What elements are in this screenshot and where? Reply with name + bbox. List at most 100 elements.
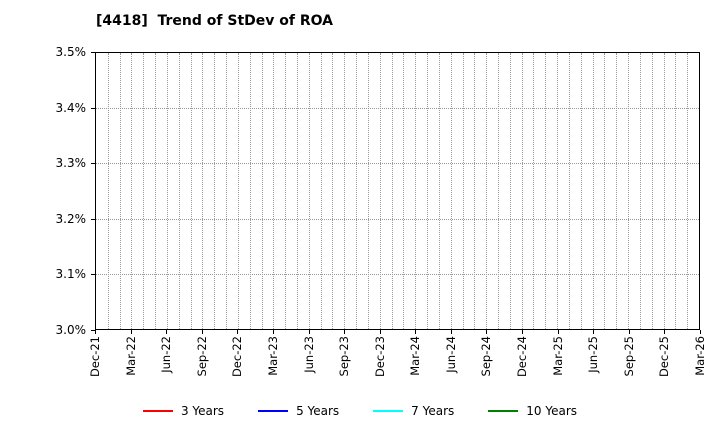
gridline-vertical bbox=[143, 53, 145, 329]
gridline-vertical bbox=[521, 53, 523, 329]
chart-title: [4418] Trend of StDev of ROA bbox=[96, 13, 333, 29]
gridline-vertical bbox=[663, 53, 665, 329]
gridline-vertical bbox=[438, 53, 440, 329]
x-tick-mark bbox=[380, 330, 381, 334]
y-tick-label: 3.5% bbox=[55, 45, 87, 59]
gridline-vertical bbox=[261, 53, 263, 329]
x-tick-label: Mar-22 bbox=[123, 336, 138, 376]
x-tick-mark bbox=[629, 330, 630, 334]
gridline-vertical bbox=[379, 53, 381, 329]
gridline-vertical bbox=[450, 53, 452, 329]
legend-label: 10 Years bbox=[526, 404, 578, 418]
legend-line-swatch bbox=[142, 410, 173, 412]
gridline-vertical bbox=[131, 53, 133, 329]
gridline-vertical bbox=[344, 53, 346, 329]
x-tick-label: Mar-24 bbox=[408, 336, 423, 376]
x-tick-label: Jun-22 bbox=[159, 336, 174, 373]
x-tick-mark bbox=[344, 330, 345, 334]
y-tick-mark bbox=[91, 330, 95, 331]
gridline-vertical bbox=[214, 53, 216, 329]
y-tick-mark bbox=[91, 108, 95, 109]
gridline-vertical bbox=[226, 53, 228, 329]
x-tick-label: Jun-25 bbox=[586, 336, 601, 373]
y-tick-mark bbox=[91, 52, 95, 53]
x-tick-label: Dec-22 bbox=[230, 336, 245, 378]
y-tick-label: 3.3% bbox=[55, 156, 87, 171]
gridline-vertical bbox=[190, 53, 192, 329]
gridline-vertical bbox=[628, 53, 630, 329]
gridline-horizontal bbox=[96, 163, 699, 165]
x-tick-mark bbox=[558, 330, 559, 334]
gridline-vertical bbox=[687, 53, 689, 329]
x-tick-mark bbox=[202, 330, 203, 334]
legend-item-5-years: 5 Years bbox=[258, 404, 339, 418]
legend-label: 5 Years bbox=[296, 404, 340, 418]
x-tick-mark bbox=[273, 330, 274, 334]
legend-label: 7 Years bbox=[411, 404, 455, 418]
y-tick-label: 3.1% bbox=[55, 267, 87, 282]
x-tick-label: Mar-23 bbox=[265, 336, 280, 376]
gridline-vertical bbox=[119, 53, 121, 329]
legend-item-10-years: 10 Years bbox=[488, 404, 577, 418]
gridline-vertical bbox=[651, 53, 653, 329]
x-tick-mark bbox=[593, 330, 594, 334]
gridline-vertical bbox=[308, 53, 310, 329]
x-tick-mark bbox=[309, 330, 310, 334]
x-tick-label: Dec-24 bbox=[515, 336, 530, 378]
gridline-horizontal bbox=[96, 218, 699, 220]
y-tick-mark bbox=[91, 163, 95, 164]
legend-label: 3 Years bbox=[180, 404, 225, 418]
gridline-vertical bbox=[415, 53, 417, 329]
gridline-vertical bbox=[486, 53, 488, 329]
x-tick-label: Mar-26 bbox=[693, 336, 707, 376]
gridline-vertical bbox=[580, 53, 582, 329]
gridline-vertical bbox=[391, 53, 393, 329]
x-tick-mark bbox=[95, 330, 96, 334]
gridline-vertical bbox=[462, 53, 464, 329]
x-tick-mark bbox=[700, 330, 701, 334]
gridline-vertical bbox=[616, 53, 618, 329]
gridline-vertical bbox=[178, 53, 180, 329]
gridline-vertical bbox=[498, 53, 499, 329]
gridline-vertical bbox=[202, 53, 204, 329]
gridline-vertical bbox=[403, 53, 405, 329]
y-tick-mark bbox=[91, 219, 95, 220]
legend-item-7-years: 7 Years bbox=[373, 404, 454, 418]
gridline-vertical bbox=[237, 53, 239, 329]
gridline-vertical bbox=[557, 53, 559, 329]
x-tick-mark bbox=[237, 330, 238, 334]
x-tick-label: Dec-21 bbox=[88, 336, 102, 378]
legend: 3 Years 5 Years 7 Years 10 Years bbox=[0, 404, 720, 418]
gridline-vertical bbox=[356, 53, 358, 329]
gridline-vertical bbox=[427, 53, 429, 329]
gridline-vertical bbox=[545, 53, 547, 329]
legend-line-swatch bbox=[488, 410, 519, 412]
y-tick-label: 3.0% bbox=[55, 323, 87, 337]
x-tick-mark bbox=[415, 330, 416, 334]
gridline-vertical bbox=[107, 53, 109, 329]
x-tick-label: Mar-25 bbox=[550, 336, 565, 376]
gridline-vertical bbox=[568, 53, 570, 329]
gridline-vertical bbox=[474, 53, 476, 329]
gridline-vertical bbox=[675, 53, 677, 329]
x-tick-label: Sep-23 bbox=[337, 336, 352, 377]
gridline-vertical bbox=[273, 53, 275, 329]
x-tick-label: Sep-24 bbox=[479, 336, 494, 377]
gridline-vertical bbox=[320, 53, 322, 329]
gridline-vertical bbox=[533, 53, 535, 329]
gridline-vertical bbox=[297, 53, 298, 329]
x-tick-mark bbox=[664, 330, 665, 334]
gridline-vertical bbox=[332, 53, 334, 329]
plot-area bbox=[95, 52, 700, 330]
x-tick-label: Jun-23 bbox=[301, 336, 316, 373]
x-tick-mark bbox=[166, 330, 167, 334]
x-tick-label: Jun-24 bbox=[443, 336, 458, 373]
x-tick-label: Sep-22 bbox=[194, 336, 209, 377]
gridline-horizontal bbox=[96, 273, 699, 275]
y-tick-mark bbox=[91, 274, 95, 275]
gridline-vertical bbox=[604, 53, 606, 329]
gridline-vertical bbox=[155, 53, 157, 329]
x-tick-mark bbox=[451, 330, 452, 334]
gridline-vertical bbox=[592, 53, 594, 329]
gridline-vertical bbox=[639, 53, 641, 329]
